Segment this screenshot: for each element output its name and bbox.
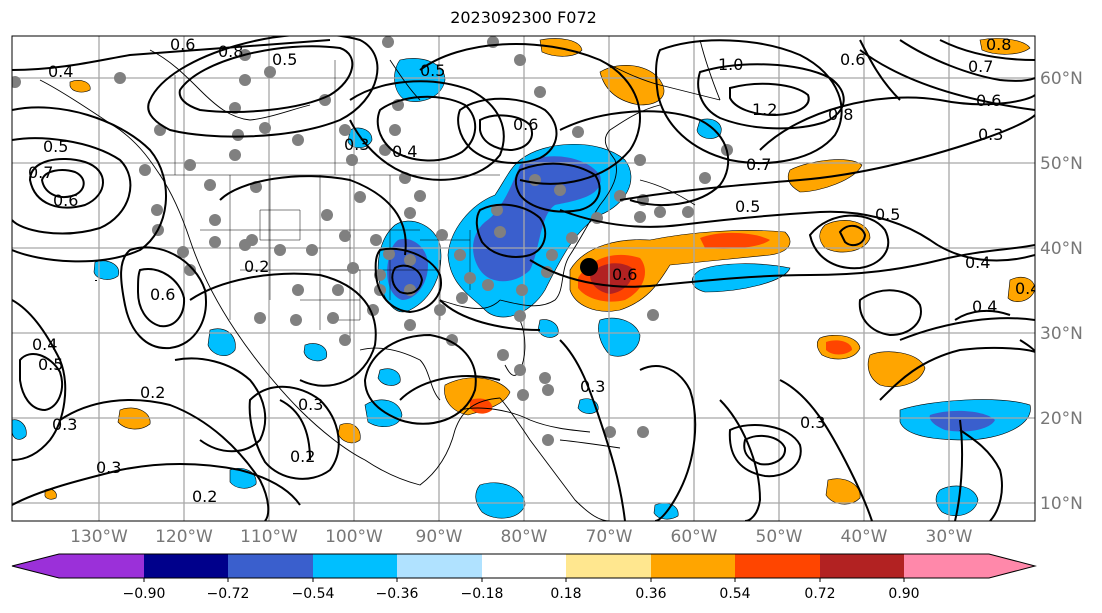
- contour-label: 0.2: [192, 487, 217, 506]
- contour-label: 0.5: [38, 355, 63, 374]
- contour-label: 0.5: [735, 197, 760, 216]
- negative-anomaly-core: [473, 156, 601, 282]
- lon-label: 30°W: [926, 527, 973, 547]
- contour-label: 0.7: [746, 155, 771, 174]
- lon-label: 50°W: [756, 527, 803, 547]
- contour-label: 0.4: [392, 142, 417, 161]
- lat-label: 40°N: [1040, 239, 1083, 259]
- colorbar-segment: [735, 554, 820, 578]
- colorbar: −0.90 −0.72 −0.54 −0.36 −0.18 0.18 0.36 …: [11, 553, 1037, 602]
- contour-lines: [12, 36, 1035, 521]
- contour-label: 0.4: [32, 335, 57, 354]
- contour-label: 0.6: [513, 115, 538, 134]
- contour-label: 0.6: [976, 91, 1001, 110]
- contour-label: 0.8: [828, 105, 853, 124]
- contour-label: 0.4: [1015, 279, 1040, 298]
- lat-label: 60°N: [1040, 69, 1083, 89]
- contour-label: 0.3: [96, 458, 121, 477]
- colorbar-segment: [228, 554, 313, 578]
- contour-label: 0.8: [986, 35, 1011, 54]
- contour-label: 1.0: [718, 55, 743, 74]
- colorbar-tick-label: 0.54: [719, 586, 750, 602]
- storm-center-marker: [580, 258, 598, 276]
- colorbar-segment: [482, 554, 566, 578]
- contour-label: 0.6: [612, 265, 637, 284]
- contour-label: 0.3: [298, 395, 323, 414]
- colorbar-tick-label: −0.54: [292, 586, 335, 602]
- lat-label: 20°N: [1040, 409, 1083, 429]
- colorbar-segment: [397, 554, 482, 578]
- lat-label: 50°N: [1040, 154, 1083, 174]
- colorbar-segment: [820, 554, 904, 578]
- colorbar-segment: [651, 554, 735, 578]
- contour-label: 0.5: [272, 50, 297, 69]
- colorbar-high-arrow: [989, 554, 1035, 578]
- contour-label: 0.6: [53, 191, 78, 210]
- contour-label: 0.3: [800, 413, 825, 432]
- contour-label: 0.7: [28, 163, 53, 182]
- lon-label: 60°W: [671, 527, 718, 547]
- contour-label: 0.2: [244, 257, 269, 276]
- contour-label: 0.3: [344, 135, 369, 154]
- colorbar-tick-label: 0.36: [635, 586, 666, 602]
- colorbar-segment: [144, 554, 228, 578]
- colorbar-segment: [59, 554, 144, 578]
- colorbar-low-arrow: [12, 554, 59, 578]
- map-title: 2023092300 F072: [450, 8, 597, 27]
- contour-label: 1.2: [752, 100, 777, 119]
- lon-label: 90°W: [416, 527, 463, 547]
- longitude-labels: 130°W 120°W 110°W 100°W 90°W 80°W 70°W 6…: [70, 527, 973, 547]
- contour-label: 0.3: [52, 415, 77, 434]
- colorbar-tick-label: −0.72: [207, 586, 250, 602]
- lon-label: 100°W: [325, 527, 383, 547]
- contour-label: 0.3: [580, 377, 605, 396]
- lon-label: 80°W: [501, 527, 548, 547]
- contour-label: 0.5: [420, 61, 445, 80]
- lon-label: 40°W: [841, 527, 888, 547]
- contour-label: 0.7: [968, 57, 993, 76]
- lon-label: 120°W: [155, 527, 213, 547]
- colorbar-segment: [904, 554, 989, 578]
- contour-label: 0.6: [170, 35, 195, 54]
- lon-label: 70°W: [586, 527, 633, 547]
- lon-label: 110°W: [240, 527, 298, 547]
- contour-label: 0.2: [290, 447, 315, 466]
- map-frame: [11, 35, 1036, 522]
- colorbar-segment: [566, 554, 651, 578]
- contour-label: 0.6: [150, 285, 175, 304]
- colorbar-tick-label: 0.90: [888, 586, 919, 602]
- colorbar-segment: [313, 554, 397, 578]
- latitude-labels: 60°N 50°N 40°N 30°N 20°N 10°N: [1040, 69, 1083, 514]
- colorbar-tick-label: −0.90: [123, 586, 166, 602]
- colorbar-tick-label: 0.72: [804, 586, 835, 602]
- contour-label: 0.8: [218, 42, 243, 61]
- colorbar-tick-label: 0.18: [550, 586, 581, 602]
- colorbar-tick-label: −0.18: [461, 586, 504, 602]
- contour-label: 0.2: [140, 383, 165, 402]
- contour-label: 0.4: [48, 62, 73, 81]
- colorbar-tick-label: −0.36: [376, 586, 419, 602]
- contour-label: 0.5: [875, 205, 900, 224]
- lat-label: 10°N: [1040, 494, 1083, 514]
- contour-labels: 0.4 0.8 0.5 0.5 0.6 0.3 0.4 0.6 0.6 0.5 …: [28, 35, 1040, 506]
- contour-label: 0.4: [972, 297, 997, 316]
- contour-label: 0.4: [965, 253, 990, 272]
- lon-label: 130°W: [70, 527, 128, 547]
- contour-label: 0.5: [43, 137, 68, 156]
- state-borders: [160, 60, 500, 340]
- contour-label: 0.3: [978, 125, 1003, 144]
- lat-label: 30°N: [1040, 324, 1083, 344]
- contour-label: 0.6: [840, 50, 865, 69]
